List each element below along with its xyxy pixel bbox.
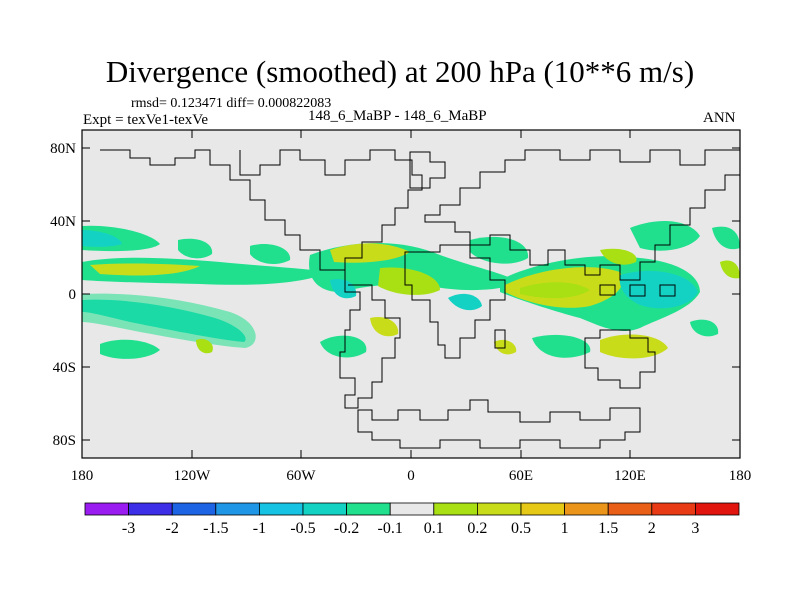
contour-east-edge [720, 260, 740, 279]
colorbar-swatch [607, 502, 653, 516]
contour-nw-cyan [82, 230, 122, 247]
coastlines [100, 149, 741, 449]
colorbar-label: 0.2 [467, 520, 487, 537]
y-label-40s: 40S [53, 360, 76, 376]
contour-south-atlantic [370, 316, 399, 337]
colorbar-label: -0.5 [290, 520, 315, 537]
contour-band-west-yellow [90, 263, 200, 276]
colorbar-label: -0.2 [334, 520, 359, 537]
contour-swio [532, 334, 591, 358]
case-subtitle: 148_6_MaBP - 148_6_MaBP [308, 108, 487, 124]
x-label-120w: 120W [174, 468, 212, 484]
colorbar-swatch [695, 502, 740, 516]
colorbar [84, 502, 740, 516]
colorbar-swatch [84, 502, 129, 516]
rmsd-stats: rmsd= 0.123471 diff= 0.000822083 [131, 96, 332, 111]
y-ticks [82, 147, 740, 441]
contour-band-south-green [82, 293, 256, 348]
colorbar-swatch [215, 502, 260, 516]
coast-greenland [409, 151, 446, 189]
colorbar-label: 3 [691, 520, 699, 537]
x-label-60e: 60E [509, 468, 533, 484]
coast-madagascar [494, 329, 506, 349]
x-label-0: 0 [407, 468, 415, 484]
contour-arabia [470, 236, 529, 264]
coast-north-america [100, 149, 423, 271]
contour-spot-e [320, 335, 367, 358]
contour-spot-c [100, 339, 160, 359]
colorbar-label: 2 [648, 520, 656, 537]
contour-pacific-green [630, 221, 700, 251]
y-label-80s: 80S [53, 433, 76, 449]
colorbar-label: -0.1 [378, 520, 403, 537]
colorbar-label: 0.5 [511, 520, 531, 537]
contour-spot-d [196, 338, 213, 354]
x-label-180e: 180 [729, 468, 752, 484]
contour-spot-b [250, 243, 291, 265]
colorbar-swatch [651, 502, 696, 516]
contour-west-africa [378, 267, 440, 295]
contour-indian-lime [520, 282, 590, 299]
colorbar-swatch [128, 502, 173, 516]
contour-spot-a [178, 238, 213, 259]
contour-date-line [712, 226, 740, 250]
coast-eurasia [424, 149, 741, 281]
x-label-180w: 180 [71, 468, 94, 484]
colorbar-label: -2 [166, 520, 179, 537]
experiment-label: Expt = texVe1-texVe [83, 112, 209, 128]
contour-east-asia [600, 248, 637, 265]
coast-antarctica [357, 399, 641, 449]
colorbar-swatch [476, 502, 522, 516]
x-ticks [81, 130, 741, 458]
colorbar-swatch [520, 502, 565, 516]
contour-fills [82, 221, 740, 359]
y-label-80n: 80N [50, 141, 76, 157]
map-title: Divergence (smoothed) at 200 hPa (10**6 … [105, 54, 695, 89]
season-label: ANN [703, 110, 736, 126]
colorbar-label: -1 [253, 520, 266, 537]
colorbar-swatch [302, 502, 347, 516]
x-label-60w: 60W [286, 468, 316, 484]
coast-australia [584, 329, 656, 389]
coast-africa [404, 244, 506, 359]
colorbar-labels: -3 -2 -1.5 -1 -0.5 -0.2 -0.1 0.1 0.2 0.5 1 1.5 2 3 [122, 520, 699, 537]
y-label-40n: 40N [50, 214, 76, 230]
colorbar-swatch [433, 502, 478, 516]
colorbar-swatch [346, 502, 391, 516]
colorbar-swatch [258, 502, 304, 516]
coast-south-america [320, 269, 401, 409]
x-label-120e: 120E [614, 468, 646, 484]
colorbar-label: 0.1 [424, 520, 444, 537]
colorbar-label: -1.5 [203, 520, 228, 537]
coast-indonesia [599, 284, 676, 297]
colorbar-swatch [564, 502, 609, 516]
colorbar-swatch [389, 502, 435, 516]
y-label-0: 0 [69, 287, 77, 303]
contour-brazil-cyan [330, 278, 357, 299]
contour-east-africa [448, 293, 482, 311]
colorbar-label: 1 [561, 520, 569, 537]
colorbar-label: 1.5 [598, 520, 618, 537]
colorbar-swatch [171, 502, 217, 516]
contour-nz [690, 319, 719, 337]
colorbar-label: -3 [122, 520, 135, 537]
